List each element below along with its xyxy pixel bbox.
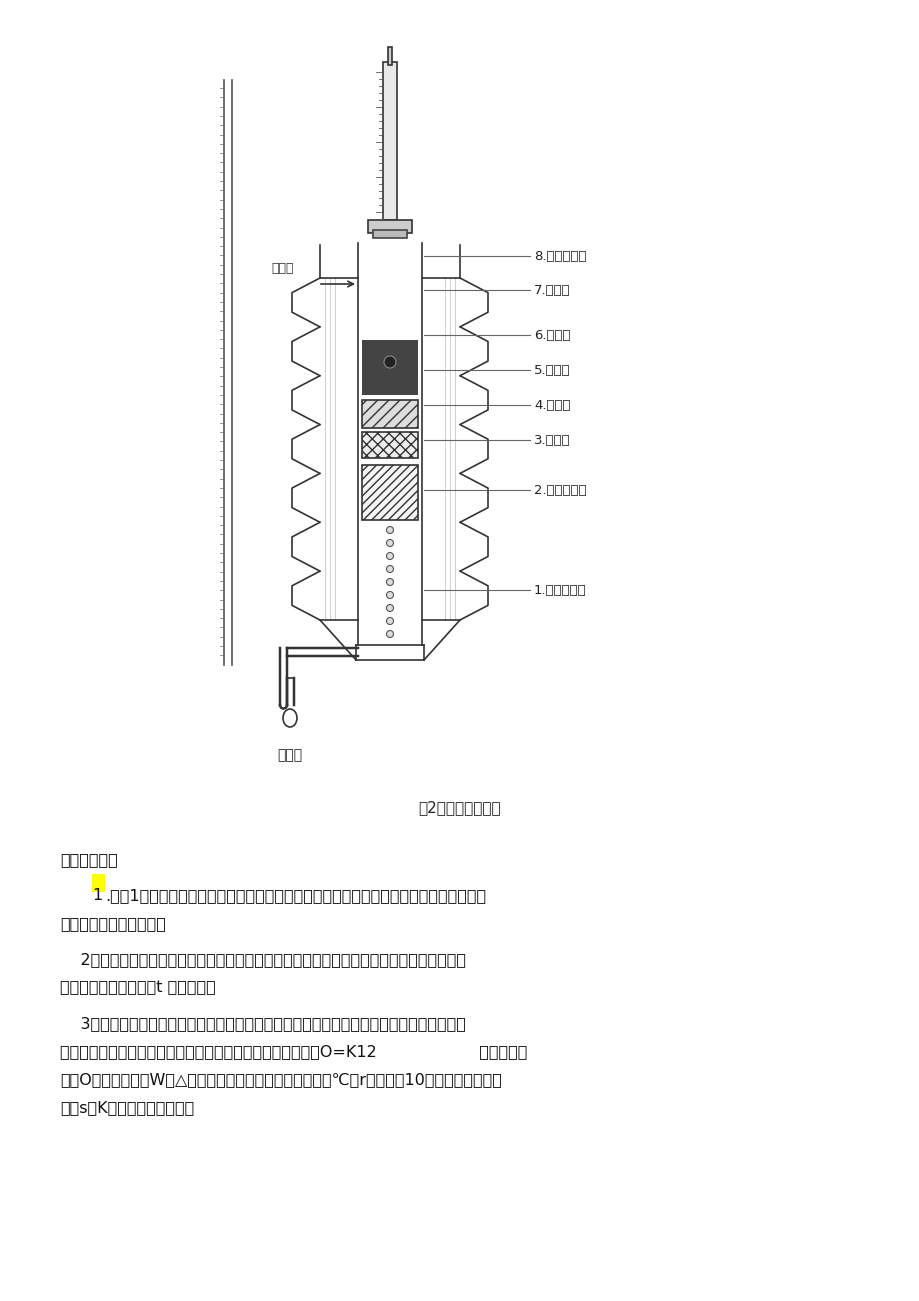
Text: 冷空气: 冷空气 [278,748,302,762]
Circle shape [386,631,393,637]
Circle shape [386,540,393,546]
Text: 计插入混流网的凹槽中。: 计插入混流网的凹槽中。 [60,916,165,932]
Text: 2．小心取下流量计上的温度计。开动风机，调节流阀，使流量保持在预定值附近，测出流: 2．小心取下流量计上的温度计。开动风机，调节流阀，使流量保持在预定值附近，测出流 [60,952,466,967]
Text: 图2比热容仪本体图: 图2比热容仪本体图 [418,800,501,816]
Text: 1: 1 [92,889,102,903]
Text: 6.旋流片: 6.旋流片 [533,328,570,341]
Text: 四、实验步骤: 四、实验步骤 [60,852,118,866]
Bar [92,874,105,892]
Text: 2.多层杜瓦瓶: 2.多层杜瓦瓶 [533,484,586,497]
Text: 量计出口处的干球温度t 和湿球温度: 量计出口处的干球温度t 和湿球温度 [60,980,216,995]
Text: 热空气: 热空气 [271,262,294,275]
Circle shape [386,527,393,533]
Text: 3.电热器: 3.电热器 [533,433,570,446]
Bar [361,399,417,428]
Text: 间，s；K为设备修正系数）。: 间，s；K为设备修正系数）。 [60,1101,194,1115]
Bar [368,220,412,233]
Bar [361,432,417,458]
Circle shape [386,618,393,624]
Bar [357,245,422,645]
Circle shape [386,592,393,598]
Circle shape [383,356,395,368]
Bar [382,62,397,220]
Bar [361,340,417,396]
Bar [372,230,406,238]
Circle shape [386,579,393,585]
Text: 4.均流网: 4.均流网 [533,398,570,411]
Circle shape [386,566,393,572]
Text: 5.绝缘片: 5.绝缘片 [533,363,570,376]
Circle shape [386,605,393,611]
Text: 1.进口温度计: 1.进口温度计 [533,584,586,596]
Text: 率的大小取决于气体流量和气流进出口温度差，可依据关系式O=K12                    进行估算，: 率的大小取决于气体流量和气流进出口温度差，可依据关系式O=K12 进行估算， [60,1043,527,1059]
Text: .按图1所示接好电源线和测量仪表。经指导教师认可后接通电源，将选择所需的出口温度: .按图1所示接好电源线和测量仪表。经指导教师认可后接通电源，将选择所需的出口温度 [105,889,485,903]
Text: 式中O为加热功率，W；△亡为比热容仪本体进出口温度差，℃；r为每流过10升空气所需要的时: 式中O为加热功率，W；△亡为比热容仪本体进出口温度差，℃；r为每流过10升空气所… [60,1072,502,1088]
Ellipse shape [283,709,297,727]
Bar [361,464,417,520]
Circle shape [386,553,393,559]
Text: 3．将温度计放回原位。调节流量，使它保持在预定值附近。调节电压，开始加热（加热功: 3．将温度计放回原位。调节流量，使它保持在预定值附近。调节电压，开始加热（加热功 [60,1016,465,1030]
Text: 7.混流网: 7.混流网 [533,284,570,297]
Text: 8.出口温度计: 8.出口温度计 [533,250,586,263]
Bar [388,47,391,65]
